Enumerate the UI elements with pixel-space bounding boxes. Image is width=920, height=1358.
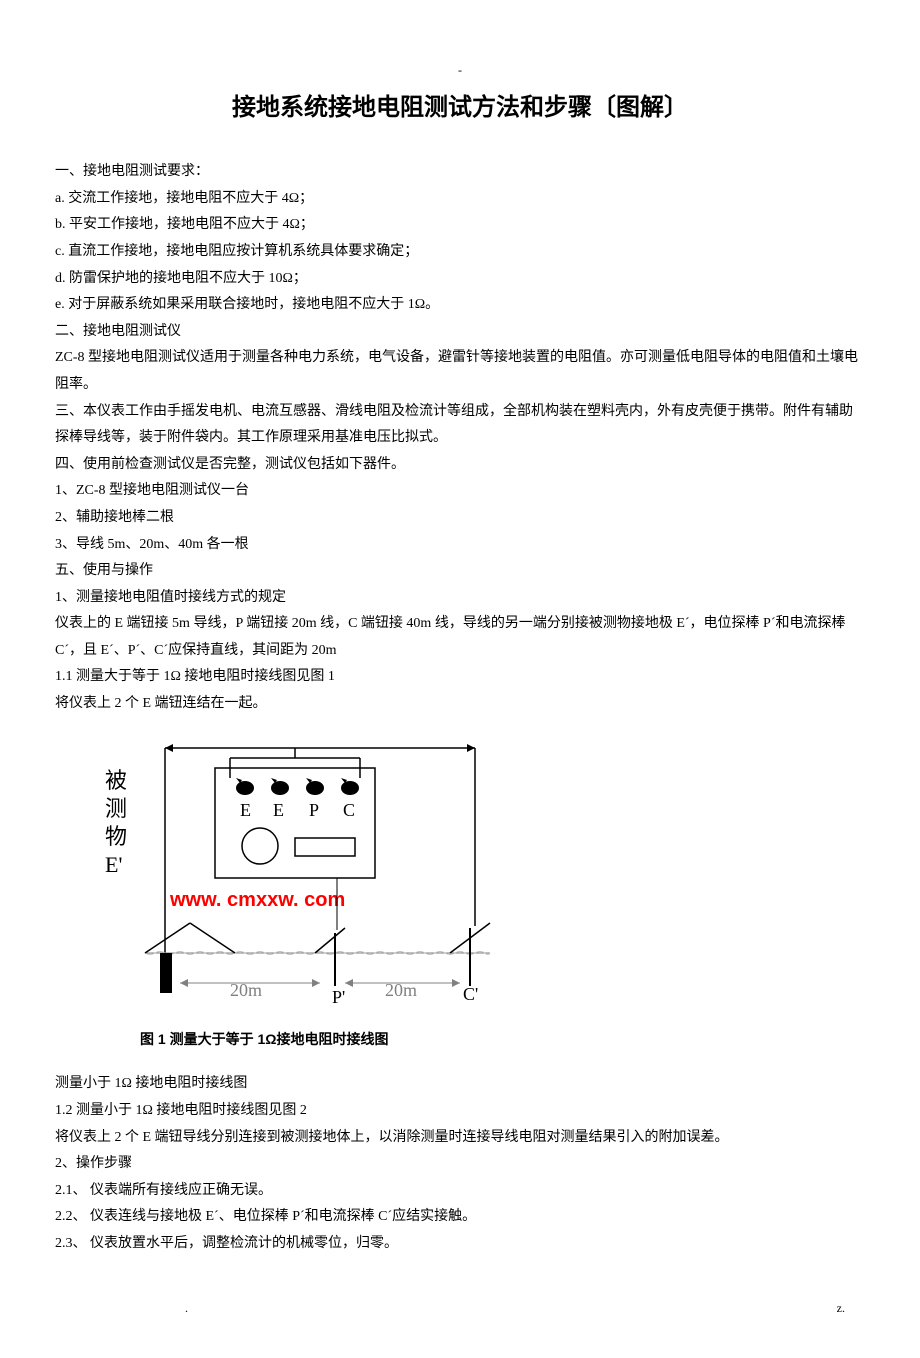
- label-under-test: E': [105, 852, 122, 877]
- section5-sub1-1: 1.1 测量大于等于 1Ω 接地电阻时接线图见图 1: [55, 664, 865, 691]
- terminal-label: P: [309, 800, 319, 820]
- meter-circle-icon: [242, 828, 278, 864]
- section5-sub1-text: 仪表上的 E 端钮接 5m 导线，P 端钮接 20m 线，C 端钮接 40m 线…: [55, 611, 865, 664]
- probe-c-label: C': [463, 984, 478, 1004]
- section4-item: 3、导线 5m、20m、40m 各一根: [55, 532, 865, 559]
- step-item: 2.3、 仪表放置水平后，调整检流计的机械零位，归零。: [55, 1231, 865, 1258]
- figure1-diagram: E E P C www. cmxxw. com 被 测 物 E': [95, 738, 495, 1018]
- ground-line-icon: [145, 951, 490, 954]
- ground-rod-e-icon: [160, 953, 172, 993]
- section4-item: 2、辅助接地棒二根: [55, 505, 865, 532]
- distance-label-2: 20m: [385, 980, 417, 1000]
- terminal-c: [341, 778, 359, 795]
- terminal-p: [306, 778, 324, 795]
- footer: . z.: [55, 1258, 865, 1318]
- section2-text: ZC-8 型接地电阻测试仪适用于测量各种电力系统，电气设备，避雷针等接地装置的电…: [55, 345, 865, 398]
- after-fig-line3: 将仪表上 2 个 E 端钮导线分别连接到被测接地体上，以消除测量时连接导线电阻对…: [55, 1125, 865, 1152]
- label-under-test: 被: [105, 768, 127, 793]
- label-under-test: 测: [105, 796, 127, 821]
- after-fig-line2: 1.2 测量小于 1Ω 接地电阻时接线图见图 2: [55, 1098, 865, 1125]
- section1-item: d. 防雷保护地的接地电阻不应大于 10Ω；: [55, 266, 865, 293]
- section1-heading: 一、接地电阻测试要求：: [55, 159, 865, 186]
- page-title: 接地系统接地电阻测试方法和步骤〔图解〕: [55, 88, 865, 129]
- terminal-label: C: [343, 800, 355, 820]
- terminal-label: E: [273, 800, 284, 820]
- top-marker: -: [55, 60, 865, 80]
- section1-item: a. 交流工作接地，接地电阻不应大于 4Ω；: [55, 186, 865, 213]
- watermark-url: www. cmxxw. com: [169, 889, 345, 911]
- section5-sub1-heading: 1、测量接地电阻值时接线方式的规定: [55, 585, 865, 612]
- figure1-container: E E P C www. cmxxw. com 被 测 物 E': [95, 738, 865, 1018]
- terminal-e1: [236, 778, 254, 795]
- section1-item: c. 直流工作接地，接地电阻应按计算机系统具体要求确定；: [55, 239, 865, 266]
- probe-p-label: P': [332, 987, 345, 1007]
- terminal-e2: [271, 778, 289, 795]
- section1-item: b. 平安工作接地，接地电阻不应大于 4Ω；: [55, 212, 865, 239]
- section4-heading: 四、使用前检查测试仪是否完整，测试仪包括如下器件。: [55, 452, 865, 479]
- section4-item: 1、ZC-8 型接地电阻测试仪一台: [55, 478, 865, 505]
- distance-label-1: 20m: [230, 980, 262, 1000]
- figure1-caption: 图 1 测量大于等于 1Ω接地电阻时接线图: [140, 1028, 865, 1052]
- display-rect-icon: [295, 838, 355, 856]
- sub2-heading: 2、操作步骤: [55, 1151, 865, 1178]
- section5-sub1-1b: 将仪表上 2 个 E 端钮连结在一起。: [55, 691, 865, 718]
- step-item: 2.2、 仪表连线与接地极 Eˊ、电位探棒 Pˊ和电流探棒 Cˊ应结实接触。: [55, 1204, 865, 1231]
- terminal-label: E: [240, 800, 251, 820]
- section5-heading: 五、使用与操作: [55, 558, 865, 585]
- footer-right: z.: [837, 1298, 845, 1318]
- section3-text: 三、本仪表工作由手摇发电机、电流互感器、滑线电阻及检流计等组成，全部机构装在塑料…: [55, 399, 865, 452]
- after-fig-line1: 测量小于 1Ω 接地电阻时接线图: [55, 1071, 865, 1098]
- section1-item: e. 对于屏蔽系统如果采用联合接地时，接地电阻不应大于 1Ω。: [55, 292, 865, 319]
- label-under-test: 物: [105, 824, 127, 849]
- step-item: 2.1、 仪表端所有接线应正确无误。: [55, 1178, 865, 1205]
- footer-left: .: [185, 1298, 188, 1318]
- section2-heading: 二、接地电阻测试仪: [55, 319, 865, 346]
